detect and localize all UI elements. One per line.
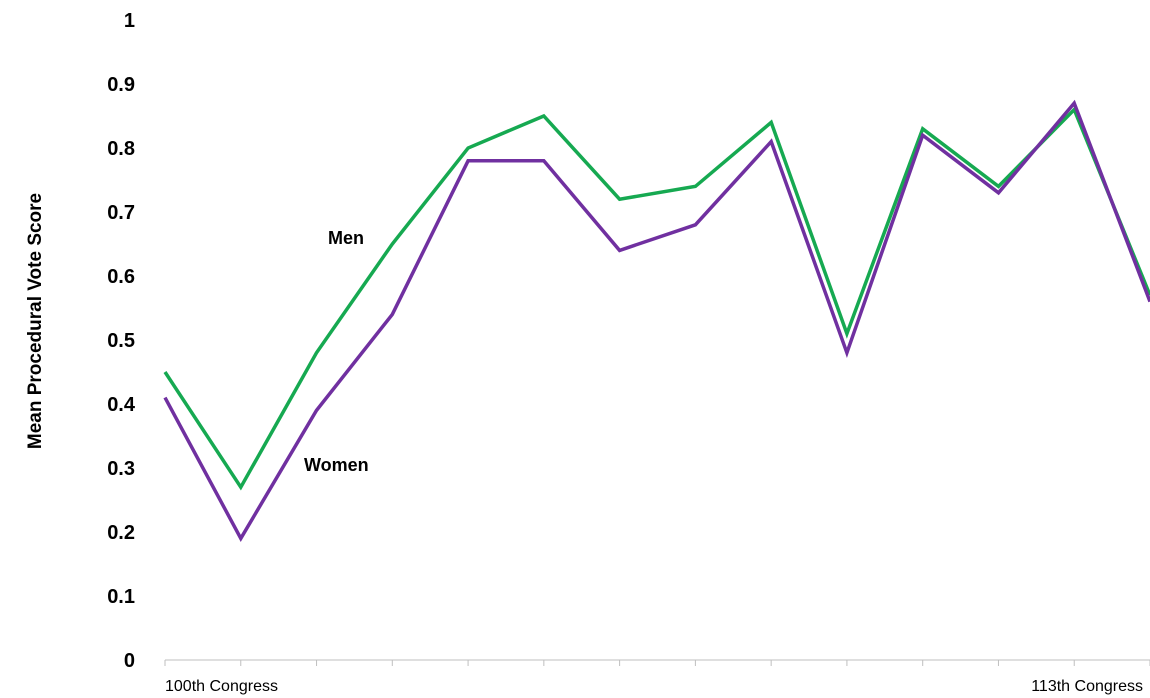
y-tick-label: 0.5 [107,330,135,352]
y-tick-label: 0 [124,650,135,672]
x-tick-label: 113th Congress [1031,678,1143,695]
y-tick-label: 0.3 [107,458,135,480]
y-axis-label: Mean Procedural Vote Score [25,193,46,449]
y-tick-label: 0.7 [107,202,135,224]
x-axis [164,659,1150,666]
y-tick-label: 0.1 [107,586,135,608]
series-labels: Men Women [304,228,369,475]
series-label-men: Men [328,228,364,248]
y-tick-label: 0.2 [107,522,135,544]
series-line-women [163,99,1150,542]
series-line-men [163,106,1150,491]
series-lines [163,99,1150,542]
x-tick-labels: 100th Congress 113th Congress [165,678,1143,695]
y-tick-label: 0.4 [107,394,136,416]
x-tick-label: 100th Congress [165,678,278,695]
y-tick-labels: 0 0.1 0.2 0.3 0.4 0.5 0.6 0.7 0.8 0.9 1 [107,10,136,672]
y-tick-label: 0.6 [107,266,135,288]
series-label-women: Women [304,455,369,475]
y-tick-label: 0.8 [107,138,135,160]
y-tick-label: 0.9 [107,74,135,96]
y-tick-label: 1 [124,10,135,32]
